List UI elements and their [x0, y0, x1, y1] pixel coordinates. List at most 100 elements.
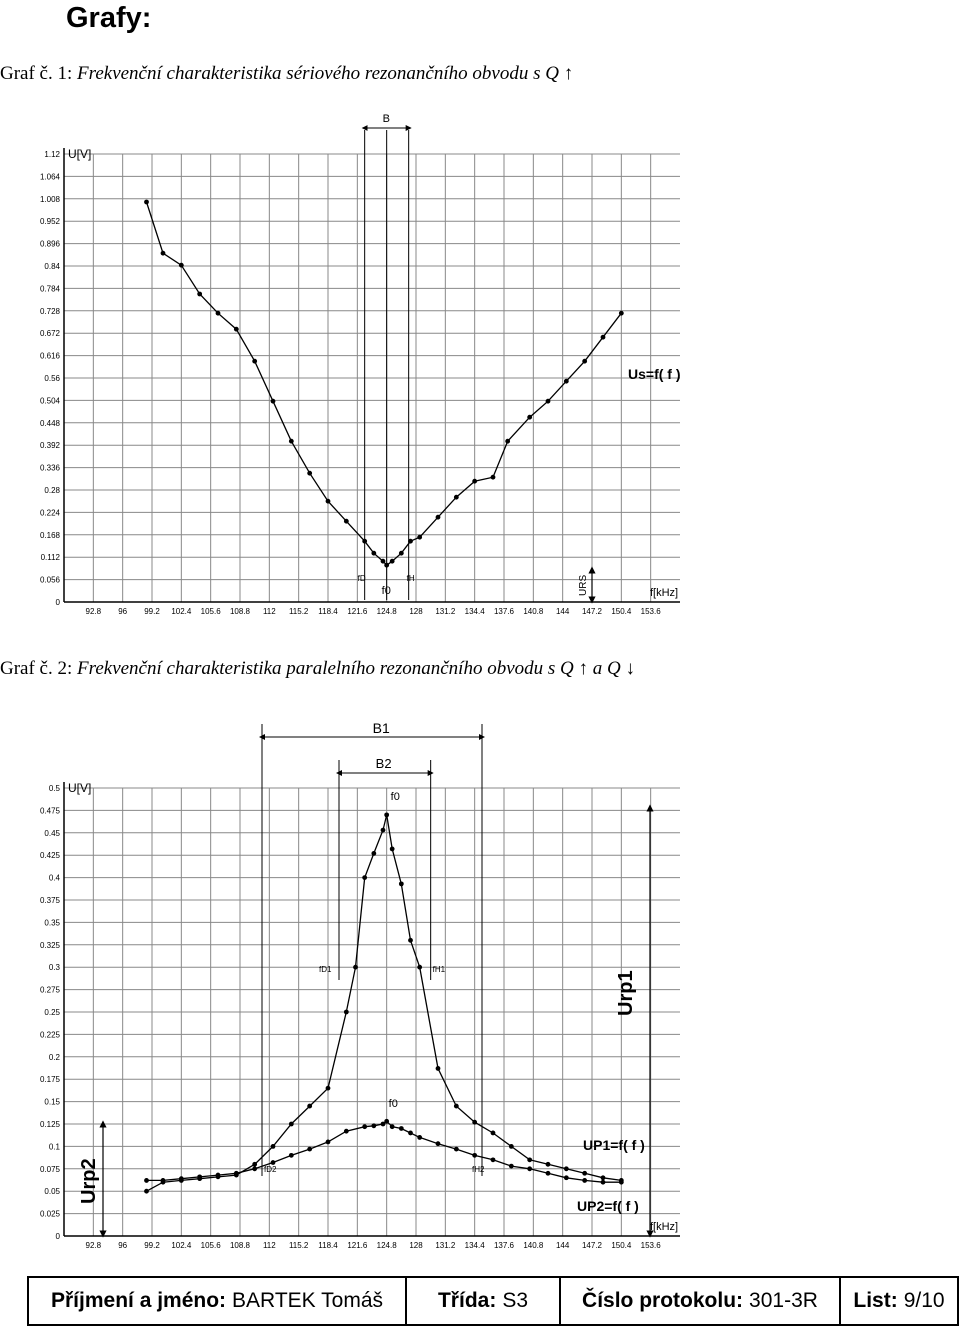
y-tick-label: 0.728 — [40, 307, 61, 316]
y-tick-label: 0.125 — [40, 1120, 61, 1129]
x-tick-label: 144 — [556, 607, 570, 616]
y-tick-label: 0.448 — [40, 419, 61, 428]
data-point — [288, 438, 294, 444]
data-point — [325, 1085, 331, 1091]
y-tick-label: 0.475 — [40, 806, 61, 815]
data-point — [270, 1160, 276, 1165]
y-tick-label: 0.896 — [40, 240, 61, 249]
y-tick-label: 0.45 — [44, 829, 60, 838]
footer-sheet-cell: List: 9/10 — [841, 1278, 957, 1324]
y-tick-label: 0.392 — [40, 441, 61, 450]
y-tick-label: 0.05 — [44, 1187, 60, 1196]
data-point — [384, 812, 390, 818]
data-point — [472, 1119, 478, 1125]
data-point — [144, 1178, 149, 1183]
y-tick-label: 0.84 — [44, 262, 60, 271]
fh2-label: fH2 — [472, 1165, 485, 1174]
data-point — [600, 334, 606, 340]
data-point — [490, 1157, 496, 1163]
data-point — [408, 1130, 413, 1136]
x-tick-label: 105.6 — [201, 607, 222, 616]
footer-sheet-label: List: — [853, 1289, 898, 1312]
y-tick-label: 0.4 — [49, 874, 61, 883]
y-tick-label: 0.56 — [44, 374, 60, 383]
data-point — [563, 378, 569, 384]
x-tick-label: 131.2 — [435, 607, 456, 616]
x-tick-label: 137.6 — [494, 607, 515, 616]
footer-class-value: S3 — [502, 1289, 529, 1312]
data-point — [582, 358, 588, 364]
data-point — [233, 326, 239, 332]
graph1-caption-text: Frekvenční charakteristika sériového rez… — [77, 63, 574, 84]
x-tick-label: 108.8 — [230, 1241, 251, 1250]
b2-label: B2 — [376, 756, 392, 771]
data-point — [288, 1152, 294, 1158]
y-tick-label: 0 — [56, 1232, 61, 1241]
data-point — [545, 1170, 551, 1176]
footer-name-label: Příjmení a jméno: — [51, 1289, 227, 1312]
x-tick-label: 99.2 — [144, 607, 160, 616]
y-tick-label: 1.008 — [40, 195, 61, 204]
data-point — [618, 310, 624, 316]
fd1-label: fD1 — [319, 965, 332, 974]
f0-label-bottom: f0 — [389, 1098, 398, 1110]
footer-protocol-label: Číslo protokolu: — [582, 1289, 744, 1312]
data-point — [252, 1161, 258, 1167]
data-point — [353, 964, 358, 970]
y-tick-label: 0.672 — [40, 329, 61, 338]
data-point — [490, 474, 496, 480]
data-point — [435, 514, 441, 520]
y-tick-label: 0.784 — [40, 284, 61, 293]
data-point — [160, 1178, 166, 1183]
data-point — [618, 1179, 624, 1185]
data-point — [307, 1146, 313, 1152]
data-point — [307, 470, 313, 476]
data-point — [505, 438, 511, 444]
y-axis-label: U[V] — [68, 147, 91, 161]
x-tick-label: 153.6 — [641, 1241, 662, 1250]
f0-label: f0 — [382, 585, 391, 597]
y-tick-label: 0.336 — [40, 464, 61, 473]
x-axis-label: f[kHz] — [650, 587, 678, 599]
data-point — [417, 964, 423, 970]
y-tick-label: 0.075 — [40, 1165, 61, 1174]
y-tick-label: 0.168 — [40, 531, 61, 540]
x-tick-label: 102.4 — [171, 607, 192, 616]
x-axis-label: f[kHz] — [650, 1221, 678, 1233]
x-tick-label: 131.2 — [435, 1241, 456, 1250]
data-point — [380, 558, 386, 564]
data-point — [527, 414, 533, 420]
data-point — [178, 262, 184, 268]
urp2-label: Urp2 — [78, 1158, 100, 1204]
y-tick-label: 0.35 — [44, 918, 60, 927]
data-point — [527, 1157, 533, 1163]
data-point — [288, 1121, 294, 1127]
data-point — [398, 550, 404, 556]
y-tick-label: 0.112 — [41, 553, 61, 562]
y-tick-label: 0.3 — [49, 963, 61, 972]
data-point — [233, 1170, 239, 1176]
data-point — [545, 1161, 551, 1167]
data-point — [508, 1163, 514, 1169]
graph2-caption: Graf č. 2: Frekvenční charakteristika pa… — [0, 657, 635, 681]
data-point — [453, 494, 459, 500]
y-tick-label: 0.275 — [40, 986, 61, 995]
footer-protocol-cell: Číslo protokolu: 301-3R — [561, 1278, 841, 1324]
y-tick-label: 0.225 — [40, 1030, 61, 1039]
y-tick-label: 0 — [56, 598, 61, 607]
y-tick-label: 1.064 — [40, 172, 61, 181]
x-tick-label: 150.4 — [611, 607, 632, 616]
x-tick-label: 124.8 — [377, 1241, 398, 1250]
series-label-us: Us=f( f ) — [628, 366, 681, 382]
graph1-chart: 92.8 96 99.2 102.4 105.6 108.8 112 115.2 118.4 12… — [40, 113, 681, 616]
data-point — [582, 1170, 588, 1176]
data-point — [197, 291, 203, 297]
data-point — [545, 398, 551, 404]
x-tick-label: 147.2 — [582, 607, 603, 616]
x-tick-label: 128 — [409, 1241, 423, 1250]
x-tick-label: 102.4 — [171, 1241, 192, 1250]
bandwidth-label: B — [383, 113, 390, 125]
x-tick-label: 115.2 — [289, 1241, 309, 1250]
x-tick-label: 134.4 — [465, 607, 486, 616]
data-point — [380, 827, 386, 833]
